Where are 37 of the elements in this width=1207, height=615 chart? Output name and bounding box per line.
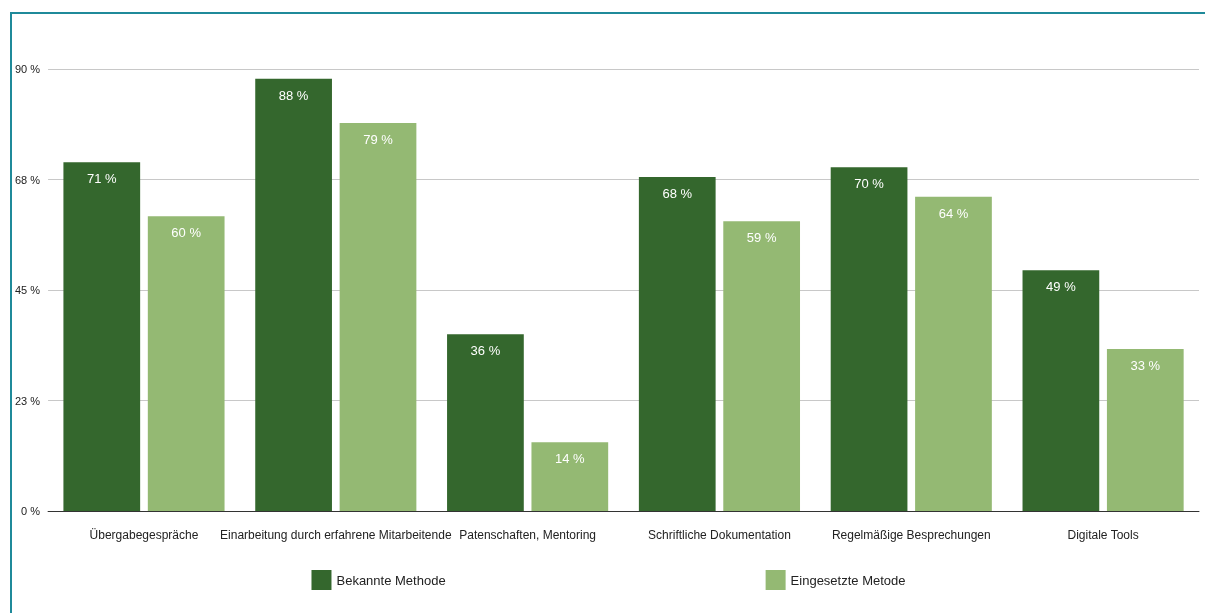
y-tick-label: 45 % — [14, 284, 41, 296]
x-tick-label: Regelmäßige Besprechungen — [831, 528, 991, 542]
bar — [531, 442, 609, 511]
data-label: 59 % — [746, 230, 777, 246]
bar — [638, 177, 716, 511]
y-tick-label: 0 % — [21, 505, 41, 517]
x-tick-label: Übergabegespräche — [89, 528, 199, 542]
data-label: 88 % — [278, 87, 309, 103]
legend-label: Bekannte Methode — [336, 572, 446, 588]
data-label: 60 % — [171, 225, 202, 241]
x-tick-label: Patenschaften, Mentoring — [459, 528, 597, 542]
data-label: 64 % — [938, 205, 969, 221]
x-tick-label: Digitale Tools — [1067, 528, 1139, 542]
y-tick-label: 90 % — [14, 63, 41, 75]
x-tick-label: Einarbeitung durch erfahrene Mitarbeitende — [220, 528, 452, 542]
bar — [723, 221, 801, 511]
x-tick-label: Schriftliche Dokumentation — [648, 528, 791, 542]
data-label: 36 % — [470, 343, 501, 359]
data-label: 70 % — [854, 176, 885, 192]
data-label: 14 % — [555, 451, 586, 467]
y-tick-label: 68 % — [14, 173, 41, 186]
bar — [1022, 270, 1100, 511]
y-tick-label: 23 % — [14, 394, 41, 407]
data-label: 71 % — [86, 171, 118, 187]
data-label: 33 % — [1130, 357, 1161, 373]
bar — [447, 334, 524, 511]
bar — [147, 216, 225, 511]
bar — [339, 123, 417, 511]
bar — [63, 162, 141, 511]
bar — [1106, 348, 1184, 511]
legend-label: Eingesetzte Metode — [790, 572, 906, 588]
data-label: 49 % — [1046, 279, 1077, 295]
data-label: 68 % — [662, 186, 693, 202]
bar — [915, 196, 992, 511]
bar — [830, 167, 908, 511]
data-label: 79 % — [363, 132, 394, 148]
bar — [255, 78, 332, 511]
